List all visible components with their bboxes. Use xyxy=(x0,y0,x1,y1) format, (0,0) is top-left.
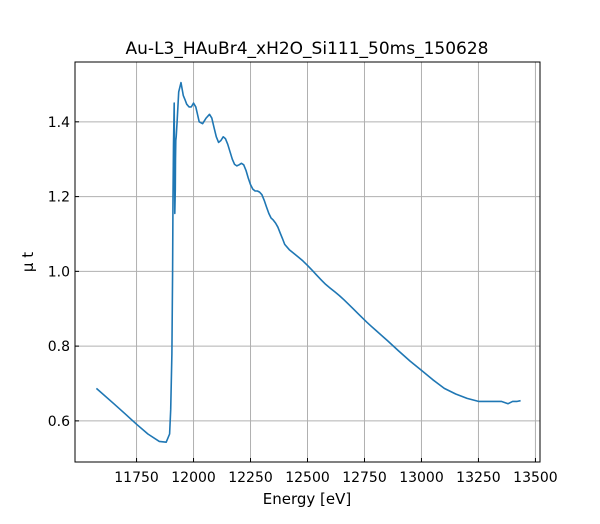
y-axis: 0.6 0.8 1.0 1.2 1.4 xyxy=(48,115,79,430)
y-tick-label: 1.2 xyxy=(48,190,70,206)
x-tick-label: 12750 xyxy=(342,470,387,486)
plot-area xyxy=(95,81,521,444)
y-axis-label: μ t xyxy=(19,252,37,272)
x-tick-label: 12250 xyxy=(228,470,273,486)
x-tick-label: 13000 xyxy=(399,470,444,486)
x-tick-label: 12000 xyxy=(171,470,216,486)
x-axis: 11750 12000 12250 12500 12750 13000 13250 13500 xyxy=(114,458,558,486)
y-tick-label: 1.4 xyxy=(48,115,70,131)
x-tick-label: 13500 xyxy=(513,470,558,486)
y-tick-label: 0.6 xyxy=(48,414,70,430)
y-tick-label: 0.8 xyxy=(48,339,70,355)
series-line xyxy=(95,81,521,444)
x-axis-label: Energy [eV] xyxy=(263,490,351,508)
x-tick-label: 13250 xyxy=(456,470,501,486)
x-tick-label: 12500 xyxy=(285,470,330,486)
chart-title: Au-L3_HAuBr4_xH2O_Si111_50ms_150628 xyxy=(126,39,489,59)
grid xyxy=(75,62,540,462)
y-tick-label: 1.0 xyxy=(48,264,70,280)
x-tick-label: 11750 xyxy=(114,470,159,486)
